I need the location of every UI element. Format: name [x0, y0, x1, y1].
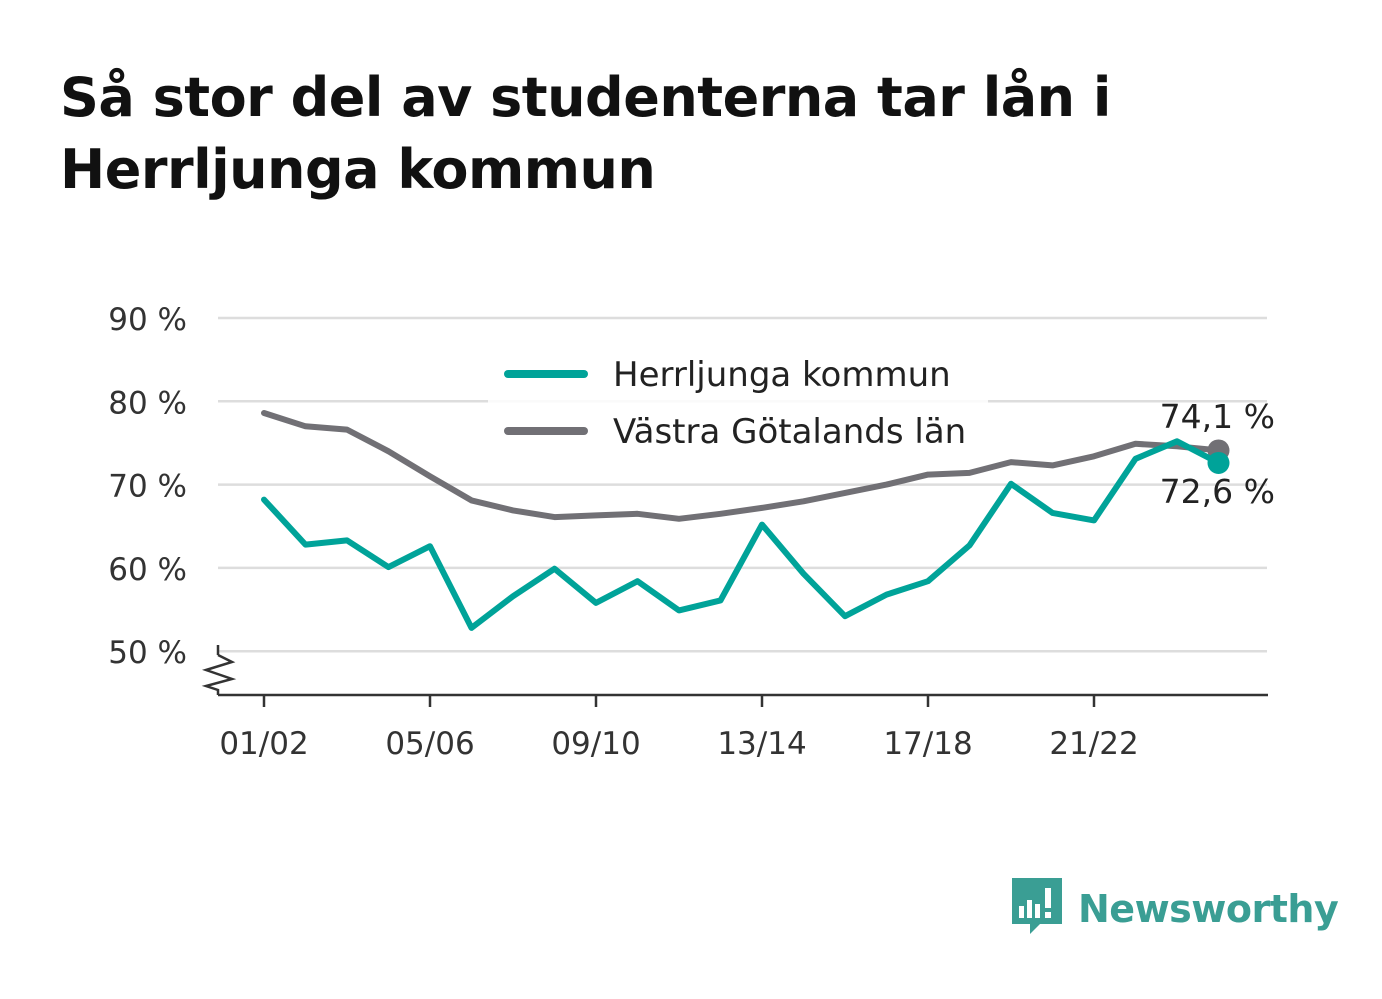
x-axis [201, 645, 1268, 697]
y-tick-label: 80 % [108, 385, 187, 421]
legend: Herrljunga kommun Västra Götalands län [488, 345, 988, 455]
y-tick-label: 50 % [108, 635, 187, 671]
newsworthy-logo: Newsworthy [1012, 878, 1339, 940]
x-tick-label: 17/18 [883, 726, 972, 762]
series-line [261, 438, 1222, 631]
chart-title: Så stor del av studenterna tar lån i Her… [60, 66, 1111, 201]
newsworthy-logo-icon [1012, 878, 1062, 934]
axis-break-zigzag [201, 653, 237, 695]
legend-label: Herrljunga kommun [613, 355, 951, 395]
end-labels: 74,1 % 72,6 % [1160, 397, 1275, 511]
brand-name: Newsworthy [1078, 887, 1339, 931]
y-tick-label: 90 % [108, 302, 187, 338]
end-label-herrljunga-kommun: 72,6 % [1160, 472, 1275, 511]
x-tick-label: 05/06 [385, 726, 474, 762]
x-tick-label: 01/02 [219, 726, 308, 762]
legend-label: Västra Götalands län [613, 412, 966, 452]
gridlines [218, 316, 1267, 653]
y-tick-label: 60 % [108, 552, 187, 588]
series-line [261, 410, 1222, 522]
y-tick-label: 70 % [108, 469, 187, 505]
x-axis-tick-labels: 01/02 05/06 09/10 13/14 17/18 21/22 [219, 695, 1139, 762]
x-tick-label: 09/10 [551, 726, 640, 762]
series-lines [261, 410, 1230, 631]
x-tick-label: 13/14 [717, 726, 806, 762]
series-end-point [1207, 451, 1230, 474]
y-axis-tick-labels: 50 % 60 % 70 % 80 % 90 % [108, 302, 187, 671]
end-label-vastra-gotalands-lan: 74,1 % [1160, 397, 1275, 436]
legend-background [488, 345, 988, 455]
x-tick-label: 21/22 [1049, 726, 1138, 762]
